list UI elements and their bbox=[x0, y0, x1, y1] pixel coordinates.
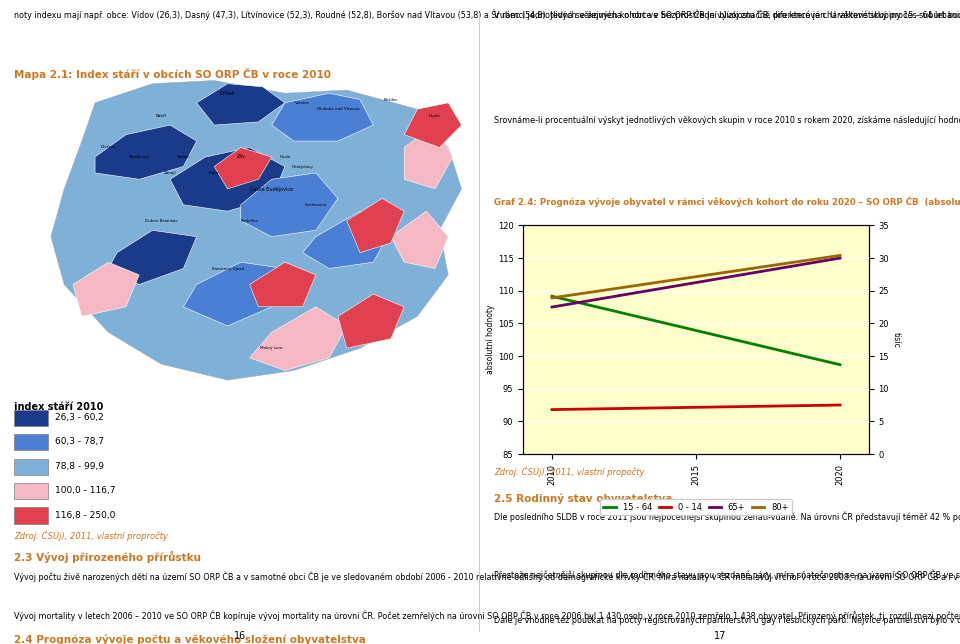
Polygon shape bbox=[197, 84, 285, 125]
Y-axis label: tisíc: tisíc bbox=[891, 332, 900, 348]
Text: 26,3 - 60,2: 26,3 - 60,2 bbox=[56, 413, 104, 422]
Text: 16: 16 bbox=[234, 630, 246, 641]
Text: Zliv: Zliv bbox=[236, 155, 245, 160]
Polygon shape bbox=[302, 211, 391, 269]
Polygon shape bbox=[250, 307, 347, 370]
Polygon shape bbox=[170, 147, 285, 211]
Text: 2.3 Vývoj přirozeného přírůstku: 2.3 Vývoj přirozeného přírůstku bbox=[14, 551, 202, 563]
Text: Zdroj: ČSÚj), 2011, vlastní propočty: Zdroj: ČSÚj), 2011, vlastní propočty bbox=[494, 467, 645, 477]
Text: noty indexu mají např. obce: Vídov (26,3), Dasný (47,3), Lítvínovice (52,3), Rou: noty indexu mají např. obce: Vídov (26,3… bbox=[14, 10, 960, 20]
Text: Mydlovary: Mydlovary bbox=[129, 155, 150, 159]
Polygon shape bbox=[338, 294, 404, 348]
Polygon shape bbox=[73, 262, 139, 316]
Bar bbox=[14, 459, 48, 475]
Text: Vlastec: Vlastec bbox=[295, 100, 310, 105]
Bar bbox=[14, 483, 48, 499]
Polygon shape bbox=[391, 211, 448, 269]
Text: Nákří: Nákří bbox=[156, 113, 167, 118]
Bar bbox=[14, 434, 48, 450]
Text: 17: 17 bbox=[714, 630, 726, 641]
Polygon shape bbox=[214, 147, 272, 189]
Text: České Budějovice: České Budějovice bbox=[251, 186, 293, 192]
Text: Zánají: Zánají bbox=[164, 171, 177, 175]
Text: Mokrý Lom: Mokrý Lom bbox=[260, 346, 283, 350]
Text: Sedlec: Sedlec bbox=[177, 155, 190, 159]
Text: Hluboka nad Vltavou: Hluboka nad Vltavou bbox=[317, 107, 359, 111]
Text: Rudolfov: Rudolfov bbox=[241, 219, 258, 223]
Polygon shape bbox=[272, 93, 373, 141]
Polygon shape bbox=[404, 125, 453, 189]
Polygon shape bbox=[108, 231, 197, 285]
Polygon shape bbox=[241, 173, 338, 236]
Text: Vývoj počtu živě narozených dětí na území SO ORP ČB a v samotné obci ČB je ve sl: Vývoj počtu živě narozených dětí na územ… bbox=[14, 571, 960, 582]
Text: 100,0 - 116,7: 100,0 - 116,7 bbox=[56, 486, 116, 495]
Bar bbox=[14, 507, 48, 524]
Polygon shape bbox=[250, 262, 316, 307]
Polygon shape bbox=[95, 125, 197, 179]
Text: Mapa 2.1: Index stáří v obcích SO ORP ČB v roce 2010: Mapa 2.1: Index stáří v obcích SO ORP ČB… bbox=[14, 68, 331, 80]
Polygon shape bbox=[51, 80, 462, 380]
Text: Litvínovice: Litvínovice bbox=[304, 203, 327, 207]
Text: 60,3 - 78,7: 60,3 - 78,7 bbox=[56, 437, 105, 446]
Text: 2.5 Rodinný stav obyvatelstva: 2.5 Rodinný stav obyvatelstva bbox=[494, 493, 673, 504]
Text: Srovnáme-li procentuální výskyt jednotlivých věkových skupin v roce 2010 s rokem: Srovnáme-li procentuální výskyt jednotli… bbox=[494, 116, 960, 126]
Text: Bošilec: Bošilec bbox=[384, 98, 398, 102]
Legend: 15 - 64, 0 - 14, 65+, 80+: 15 - 64, 0 - 14, 65+, 80+ bbox=[600, 499, 792, 515]
Text: Hosín: Hosín bbox=[279, 155, 291, 159]
Text: 116,8 - 250,0: 116,8 - 250,0 bbox=[56, 511, 115, 520]
Text: Přestože nejčetnější skupinou dle rodinného stavu jsou sezdané páry, míra sňateč: Přestože nejčetnější skupinou dle rodinn… bbox=[494, 570, 960, 580]
Text: Dynín: Dynín bbox=[429, 113, 441, 118]
Text: Dubné Branišov: Dubné Branišov bbox=[145, 219, 178, 223]
Text: Graf 2.4: Prognóza vývoje obyvatel v rámci věkových kohort do roku 2020 – SO ORP: Graf 2.4: Prognóza vývoje obyvatel v rám… bbox=[494, 196, 960, 207]
Text: Vývoj mortality v letech 2006 – 2010 ve SO ORP ČB kopíruje vývoj mortality na úr: Vývoj mortality v letech 2006 – 2010 ve … bbox=[14, 611, 960, 621]
Text: 78,8 - 99,9: 78,8 - 99,9 bbox=[56, 462, 105, 471]
Text: Chotýčany: Chotýčany bbox=[292, 164, 314, 169]
Text: Zdroj: ČSÚj), 2011, vlastní propročty: Zdroj: ČSÚj), 2011, vlastní propročty bbox=[14, 530, 168, 540]
Text: V rámci jednotlivých věkových kohort ve SO ORP ČB je vývoj značně diferencován. : V rámci jednotlivých věkových kohort ve … bbox=[494, 10, 960, 20]
Text: index stáří 2010: index stáří 2010 bbox=[14, 402, 104, 413]
Polygon shape bbox=[404, 103, 462, 147]
Text: 2.4 Prognóza vývoje počtu a věkového složení obyvatelstva: 2.4 Prognóza vývoje počtu a věkového slo… bbox=[14, 634, 367, 644]
Polygon shape bbox=[183, 262, 285, 326]
Text: Dříteň: Dříteň bbox=[220, 91, 235, 96]
Bar bbox=[14, 410, 48, 426]
Text: Dívčice: Dívčice bbox=[101, 146, 116, 149]
Text: Dále je vhodné též poučkat na počty registrovaných partnerství u gay i lesbickýc: Dále je vhodné též poučkat na počty regi… bbox=[494, 615, 960, 625]
Polygon shape bbox=[347, 198, 404, 252]
Text: Dle posledního SLDB v roce 2011 jsou nejpočetnější skupinou ženatí-vdané. Na úro: Dle posledního SLDB v roce 2011 jsou nej… bbox=[494, 512, 960, 522]
Text: Kamenný Újezd: Kamenný Újezd bbox=[211, 267, 244, 270]
Text: Platn: Platn bbox=[209, 171, 220, 175]
Y-axis label: absolutní hodnoty: absolutní hodnoty bbox=[486, 305, 495, 374]
